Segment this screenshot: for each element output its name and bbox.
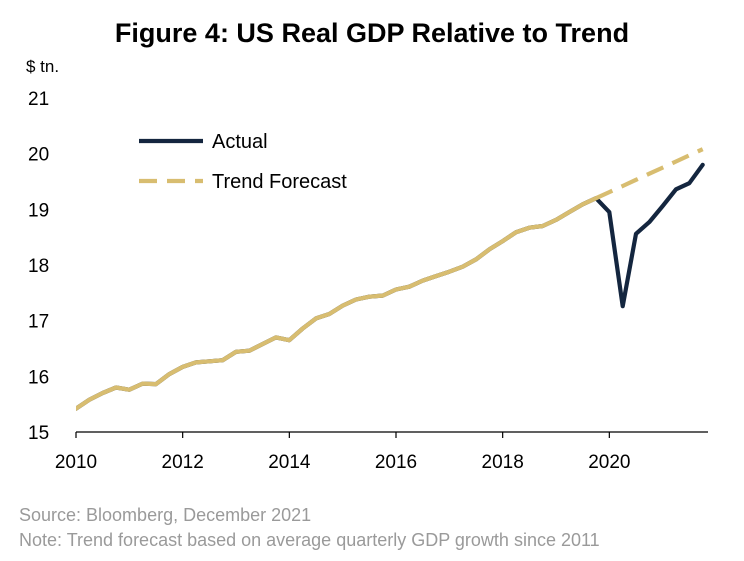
y-tick-label: 15 — [28, 423, 49, 444]
y-tick-label: 19 — [28, 200, 49, 221]
x-tick-label: 2014 — [268, 452, 311, 473]
x-tick-label: 2020 — [588, 452, 630, 473]
chart-title: Figure 4: US Real GDP Relative to Trend — [114, 18, 630, 48]
source-note: Source: Bloomberg, December 2021 — [19, 505, 312, 525]
x-tick-label: 2012 — [162, 452, 204, 473]
y-tick-label: 21 — [28, 89, 49, 110]
y-tick-label: 18 — [28, 256, 49, 277]
x-axis-ticks: 2010 2012 2014 2016 2018 2020 — [55, 432, 630, 473]
x-tick-label: 2016 — [375, 452, 417, 473]
trend-footnote: Note: Trend forecast based on average qu… — [19, 530, 600, 550]
series-layer — [76, 147, 705, 411]
y-axis-unit-label: $ tn. — [26, 57, 59, 76]
y-tick-label: 20 — [28, 145, 49, 166]
series-line-trend-history — [76, 196, 599, 411]
series-line-actual — [76, 162, 705, 411]
legend-label-actual: Actual — [212, 131, 268, 153]
y-tick-label: 16 — [28, 367, 49, 388]
y-axis-ticks: 15 16 17 18 19 20 21 — [28, 89, 49, 444]
x-tick-label: 2010 — [55, 452, 97, 473]
y-tick-label: 17 — [28, 312, 49, 333]
series-line-trend-forecast-dashed — [595, 147, 704, 201]
x-tick-label: 2018 — [482, 452, 524, 473]
legend-label-trend-forecast: Trend Forecast — [212, 171, 347, 193]
legend: Actual Trend Forecast — [139, 131, 347, 193]
